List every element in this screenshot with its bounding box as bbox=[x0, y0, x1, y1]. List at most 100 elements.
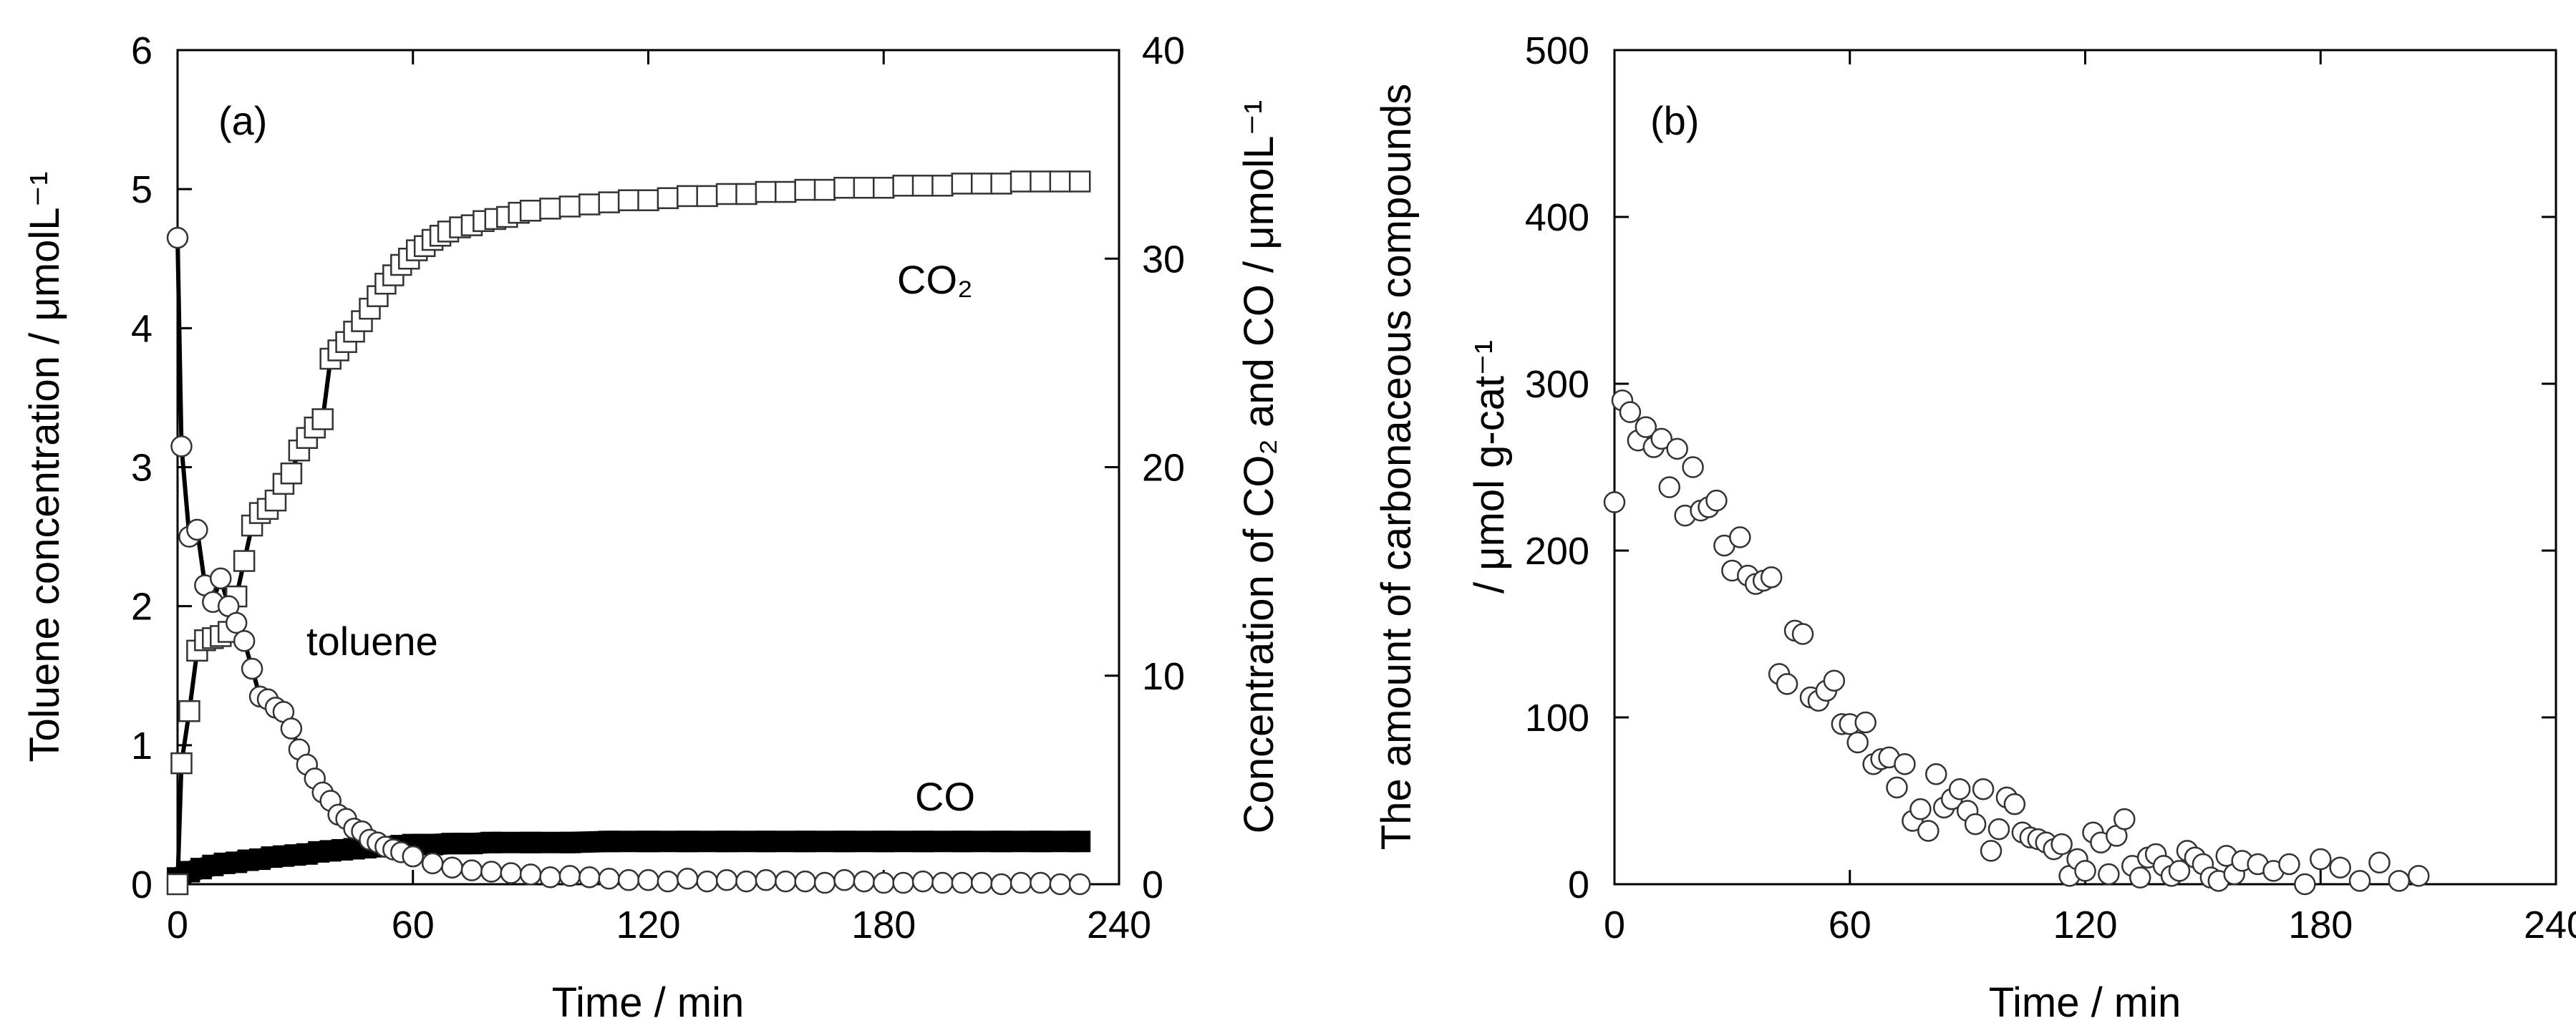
carbon-marker bbox=[1729, 526, 1751, 548]
carbon-marker bbox=[2329, 856, 2351, 878]
carbon-marker bbox=[2278, 853, 2300, 876]
toluene-marker bbox=[853, 870, 876, 893]
co2-marker bbox=[911, 175, 934, 197]
left-y-tick-label: 5 bbox=[131, 168, 152, 211]
carbon-marker bbox=[1886, 776, 1908, 799]
co2-marker bbox=[598, 191, 620, 213]
carbon-marker bbox=[1666, 437, 1688, 460]
panel-b-y-axis-label-line1: The amount of carbonaceous compounds bbox=[1373, 84, 1420, 850]
carbon-marker bbox=[1760, 566, 1783, 589]
toluene-marker bbox=[241, 657, 263, 680]
panel-b-y-axis-label-line2: / μmol g-cat⁻¹ bbox=[1466, 340, 1513, 594]
carbon-marker bbox=[2003, 793, 2026, 815]
toluene-marker bbox=[657, 870, 679, 893]
carbon-marker bbox=[2348, 870, 2371, 892]
left-y-tick-label: 1 bbox=[131, 725, 152, 768]
toluene-marker bbox=[480, 861, 503, 883]
toluene-marker bbox=[617, 868, 640, 891]
co2-marker bbox=[637, 189, 659, 211]
panel-b-label: (b) bbox=[1650, 98, 1699, 143]
toluene-marker bbox=[225, 611, 248, 634]
carbon-marker bbox=[2294, 873, 2316, 896]
toluene-marker bbox=[833, 868, 856, 891]
x-tick-label: 240 bbox=[1087, 904, 1151, 947]
toluene-marker bbox=[892, 871, 914, 894]
toluene-marker bbox=[233, 629, 256, 652]
co2-marker bbox=[775, 180, 797, 203]
carbon-marker bbox=[2129, 866, 2151, 889]
co2-marker bbox=[677, 185, 699, 208]
carbon-marker bbox=[1972, 778, 1995, 800]
carbon-marker bbox=[1925, 763, 1947, 785]
co2-marker bbox=[696, 185, 718, 208]
carbon-marker bbox=[1846, 731, 1869, 754]
panel-a-label: (a) bbox=[218, 98, 267, 143]
y-tick-label: 300 bbox=[1525, 363, 1589, 406]
x-tick-label: 180 bbox=[2288, 904, 2353, 947]
co2-marker bbox=[873, 176, 895, 199]
x-tick-label: 0 bbox=[1604, 904, 1625, 947]
co2-marker bbox=[170, 752, 193, 775]
left-y-tick-label: 3 bbox=[131, 447, 152, 490]
toluene-marker bbox=[402, 845, 424, 868]
carbon-marker bbox=[2368, 851, 2391, 873]
toluene-marker bbox=[500, 862, 522, 884]
carbon-marker bbox=[2074, 860, 2096, 882]
carbon-marker bbox=[2168, 860, 2191, 882]
co2-marker bbox=[755, 180, 778, 203]
co2-marker bbox=[617, 189, 640, 211]
co2-marker bbox=[892, 175, 914, 197]
carbon-marker bbox=[1948, 778, 1971, 800]
panel-a-x-axis-label: Time / min bbox=[552, 979, 745, 1026]
right-y-tick-label: 0 bbox=[1142, 863, 1163, 906]
co2-marker bbox=[715, 183, 738, 205]
toluene-marker bbox=[794, 870, 816, 893]
panel-b-tick-labels: 0 60 120 180 240 0 100 200 300 400 500 bbox=[1525, 29, 2576, 947]
carbon-marker bbox=[1894, 752, 1916, 775]
co2-marker bbox=[178, 700, 200, 722]
toluene-marker bbox=[990, 873, 1012, 896]
carbon-marker bbox=[1635, 416, 1657, 438]
toluene-marker bbox=[170, 435, 193, 458]
co2-marker bbox=[280, 462, 303, 485]
co2-marker bbox=[1049, 170, 1072, 193]
co2-annotation: CO₂ bbox=[897, 257, 973, 302]
right-y-tick-label: 30 bbox=[1142, 238, 1185, 281]
right-y-tick-label: 20 bbox=[1142, 447, 1185, 490]
x-tick-label: 180 bbox=[851, 904, 916, 947]
toluene-marker bbox=[1068, 873, 1091, 896]
right-y-tick-label: 10 bbox=[1142, 655, 1185, 698]
co2-marker bbox=[813, 178, 836, 201]
toluene-marker bbox=[210, 567, 232, 590]
carbon-marker bbox=[1776, 673, 1798, 695]
co2-marker bbox=[990, 173, 1012, 195]
x-tick-label: 60 bbox=[392, 904, 435, 947]
panel-a-series bbox=[166, 170, 1091, 896]
carbon-marker bbox=[2407, 865, 2430, 887]
co2-marker bbox=[558, 195, 581, 218]
toluene-marker bbox=[578, 866, 601, 889]
y-tick-label: 400 bbox=[1525, 196, 1589, 239]
toluene-marker bbox=[931, 871, 954, 894]
panel-b-x-axis-label: Time / min bbox=[1989, 979, 2182, 1026]
carbon-marker bbox=[1823, 669, 1846, 692]
x-tick-label: 60 bbox=[1829, 904, 1872, 947]
toluene-marker bbox=[911, 870, 934, 893]
carbon-marker bbox=[1854, 711, 1877, 734]
carbon-marker bbox=[2388, 870, 2411, 892]
left-y-tick-label: 6 bbox=[131, 29, 152, 72]
panel-b-series bbox=[1603, 389, 2430, 896]
carbon-marker bbox=[1650, 427, 1672, 450]
carbon-marker bbox=[2050, 833, 2073, 856]
toluene-marker bbox=[280, 717, 303, 740]
toluene-marker bbox=[186, 518, 208, 541]
co2-marker bbox=[233, 550, 256, 572]
co2-marker bbox=[931, 175, 954, 197]
co2-marker bbox=[951, 173, 974, 195]
co2-marker bbox=[853, 176, 876, 199]
carbon-marker bbox=[1964, 813, 1987, 836]
x-tick-label: 120 bbox=[2053, 904, 2117, 947]
x-tick-label: 0 bbox=[167, 904, 188, 947]
panel-a-right-y-axis-label: Concentration of CO₂ and CO / μmolL⁻¹ bbox=[1236, 100, 1282, 834]
